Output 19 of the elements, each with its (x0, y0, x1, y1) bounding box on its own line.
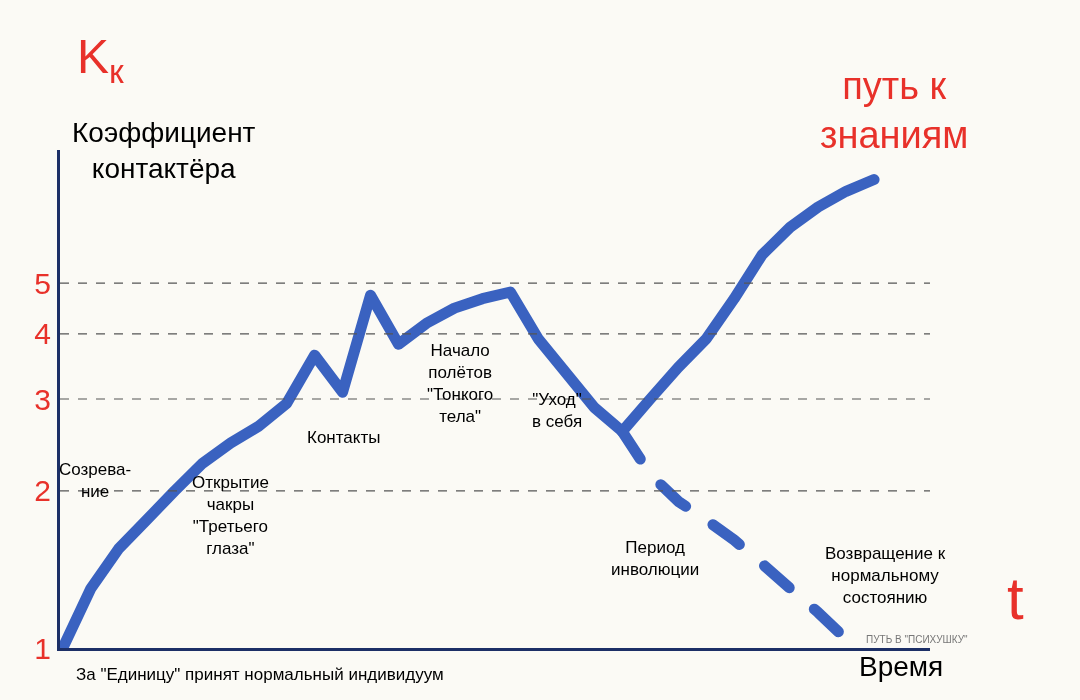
annotation: Период инволюции (611, 538, 700, 580)
y-tick-label: 2 (34, 474, 51, 508)
text: t (1007, 565, 1024, 632)
annotation: Возвращение к нормальному состоянию (825, 544, 946, 608)
annotation: Созрева- ние (59, 460, 132, 502)
y-tick-label: 1 (34, 631, 51, 665)
annotation: "Уход" в себя (532, 390, 583, 432)
y-tick-label: 5 (34, 266, 51, 300)
series-label: ПУТЬ В "ПСИХУШКУ" (866, 634, 969, 645)
y-tick-label: 4 (34, 317, 51, 351)
series-label: путь к знаниям (820, 65, 969, 157)
annotation: Контакты (307, 428, 381, 447)
text: За "Единицу" принят нормальный индивидуум (76, 665, 444, 684)
annotation: Открытие чакры "Третьего глаза" (192, 473, 269, 559)
y-axis-title: Коэффициент контактёра (72, 117, 256, 185)
x-axis-title: Время (859, 651, 944, 682)
y-tick-label: 3 (34, 382, 51, 416)
text: K$_{к}$ (77, 30, 125, 91)
annotation: Начало полётов "Тонкого тела" (427, 341, 494, 427)
